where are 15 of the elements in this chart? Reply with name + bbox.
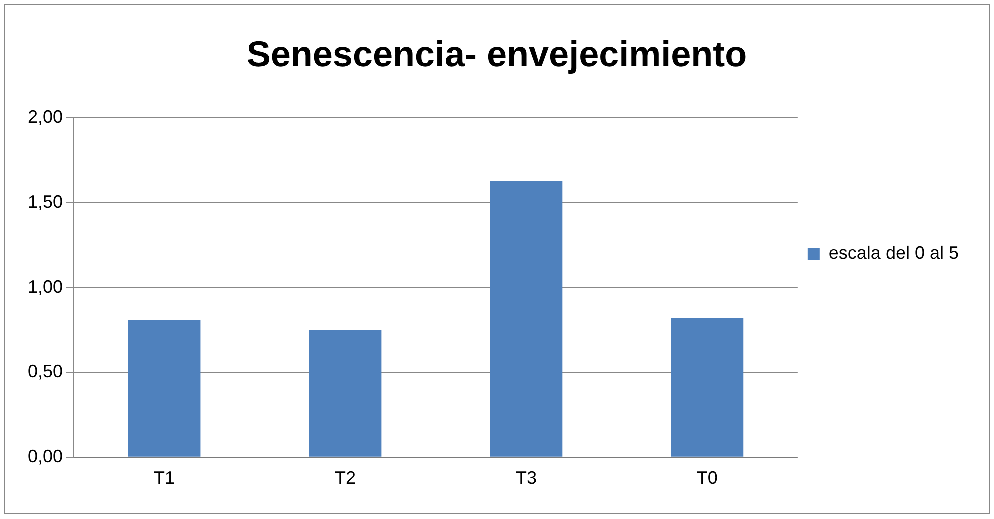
y-tick-label: 2,00 — [28, 107, 64, 128]
x-tick-label: T3 — [516, 468, 537, 488]
y-tick-label: 0,00 — [28, 446, 64, 466]
x-tick-label: T0 — [696, 468, 718, 488]
x-tick-label: T1 — [154, 468, 176, 488]
bar — [671, 318, 744, 457]
bar — [490, 180, 563, 457]
bar — [128, 320, 201, 457]
legend-label: escala del 0 al 5 — [828, 242, 960, 263]
y-tick-label: 0,50 — [28, 362, 64, 382]
y-tick-label: 1,50 — [28, 192, 64, 212]
bar — [309, 330, 382, 457]
x-tick-label: T2 — [334, 468, 356, 488]
y-tick-label: 1,00 — [28, 276, 64, 297]
chart-title: Senescencia- envejecimiento — [246, 34, 748, 75]
